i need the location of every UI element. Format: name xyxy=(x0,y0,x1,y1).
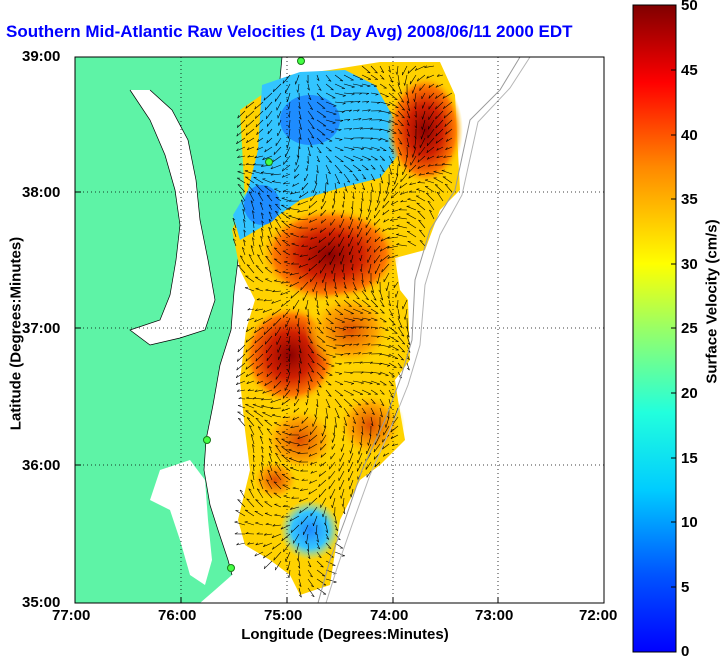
colorbar-tick-label: 10 xyxy=(681,514,698,531)
lat-tick-label: 37:00 xyxy=(22,320,60,337)
colorbar-tick-label: 50 xyxy=(681,0,698,14)
lat-tick-label: 39:00 xyxy=(22,48,60,65)
lon-tick-label: 72:00 xyxy=(579,607,617,624)
lon-tick-label: 73:00 xyxy=(475,607,513,624)
colorbar-tick-label: 25 xyxy=(681,320,698,337)
y-axis-label: Latitude (Degrees:Minutes) xyxy=(8,234,25,434)
colorbar-tick-label: 5 xyxy=(681,579,689,596)
colorbar-tick-label: 15 xyxy=(681,450,698,467)
lat-tick-label: 36:00 xyxy=(22,457,60,474)
colorbar-tick-label: 45 xyxy=(681,62,698,79)
colorbar-label: Surface Velocity (cm/s) xyxy=(704,202,721,402)
station-marker[interactable] xyxy=(298,58,305,65)
lon-tick-label: 76:00 xyxy=(158,607,196,624)
lon-tick-label: 74:00 xyxy=(370,607,408,624)
station-marker[interactable] xyxy=(266,159,273,166)
x-axis-label: Longitude (Degrees:Minutes) xyxy=(190,626,500,643)
colorbar-tick-label: 35 xyxy=(681,191,698,208)
colorbar-tick-label: 30 xyxy=(681,256,698,273)
station-marker[interactable] xyxy=(228,565,235,572)
colorbar-tick-label: 40 xyxy=(681,127,698,144)
lon-tick-label: 77:00 xyxy=(52,607,90,624)
colorbar-tick-label: 0 xyxy=(681,643,689,660)
colorbar-tick-label: 20 xyxy=(681,385,698,402)
station-marker[interactable] xyxy=(204,437,211,444)
lat-tick-label: 38:00 xyxy=(22,184,60,201)
colorbar xyxy=(633,5,676,652)
lon-tick-label: 75:00 xyxy=(264,607,302,624)
